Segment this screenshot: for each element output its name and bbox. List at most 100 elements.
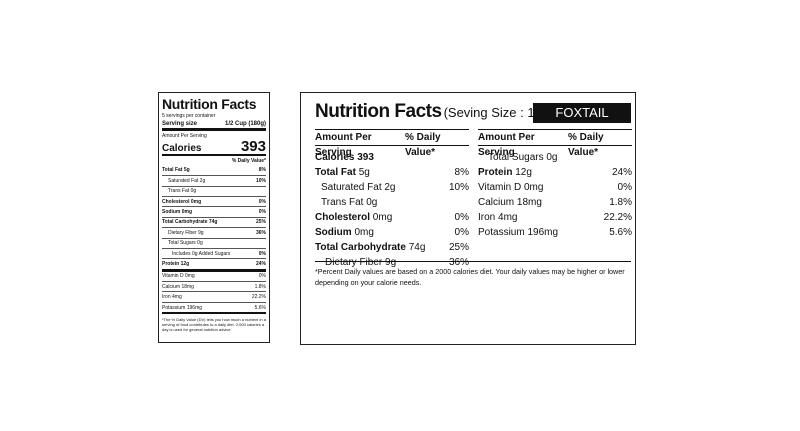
daily-value: 1.8%	[609, 197, 632, 208]
nutrient-row: Calcium 18mg 1.8%	[478, 195, 632, 210]
nutrient-row: Total Sugars 0g	[162, 237, 266, 248]
column-header: Amount Per Serving % Daily Value*	[478, 129, 632, 158]
nutrient: Potassium 196mg	[478, 225, 558, 240]
daily-value: 22.2%	[251, 294, 266, 301]
nutrient-label: Vitamin D 0mg	[162, 273, 195, 280]
nutrient-label: Potassium 196mg	[162, 304, 203, 311]
nutrient: Dietary Fiber 9g	[315, 255, 396, 270]
nutrient-label: Total Carbohydrate	[315, 242, 406, 253]
micronutrient-row: Potassium 196mg 5.6%	[162, 301, 266, 312]
micronutrients: Vitamin D 0mg 0% Calcium 18mg 1.8% Iron 4mg 2…	[162, 272, 266, 313]
nutrient-label: Sodium	[315, 227, 352, 238]
nutrient-label: Protein 12g	[162, 260, 190, 267]
nutrient: Calories 393	[315, 150, 374, 165]
nutrient-row: Sodium 0mg 0%	[162, 206, 266, 216]
amount: 74g	[408, 242, 426, 253]
nutrient-label: Dietary Fiber 9g	[168, 229, 204, 236]
nutrient: Trans Fat 0g	[315, 195, 377, 210]
daily-value: 0%	[454, 212, 469, 223]
nutrient-label: Vitamin D 0mg	[478, 182, 544, 193]
daily-value: 0%	[258, 250, 266, 257]
nutrient-label: Potassium 196mg	[478, 227, 559, 238]
nutrient: Protein 12g	[478, 165, 532, 180]
nutrient-row: Dietary Fiber 9g 36%	[315, 255, 469, 270]
nutrient-row: Potassium 196mg 5.6%	[478, 225, 632, 240]
amount: 5g	[358, 167, 370, 178]
nutrient: Total Fat 5g	[315, 165, 370, 180]
calories-row: Calories 393	[162, 139, 266, 154]
nutrient-row: Cholesterol 0mg 0%	[315, 210, 469, 225]
label: Calories	[162, 143, 202, 155]
value: 393	[240, 138, 266, 156]
nutrient: Saturated Fat 2g	[315, 180, 396, 195]
divider	[162, 154, 266, 157]
big-label: Nutrition Facts (Seving Size : 100g) FOX…	[300, 92, 636, 345]
nutrient-label: Iron 4mg	[478, 212, 518, 223]
nutrient-row: Sodium 0mg 0%	[315, 225, 469, 240]
nutrient-label: Saturated Fat 2g	[168, 177, 206, 184]
nutrient-row: Trans Fat 0g	[162, 185, 266, 196]
daily-value: 22.2%	[603, 212, 632, 223]
nutrient-row: Total Fat 5g 8%	[162, 166, 266, 175]
daily-value: 0%	[258, 209, 266, 216]
nutrient-row: Iron 4mg 22.2%	[478, 210, 632, 225]
nutrient-row: Total Carbohydrate 74g 25%	[162, 216, 266, 227]
daily-value: 25%	[448, 242, 469, 253]
nutrient-row: Cholesterol 0mg 0%	[162, 195, 266, 206]
nutrient-label: Total Fat	[315, 167, 356, 178]
nutrient-row: Saturated Fat 2g 10%	[162, 175, 266, 185]
nutrient-row: Includes 0g Added Sugars 0%	[162, 247, 266, 258]
nutrient-row: Total Sugars 0g	[478, 150, 632, 165]
header: % Daily Value*	[568, 132, 604, 158]
daily-value: 5.6%	[254, 304, 266, 311]
daily-value: 0%	[258, 198, 266, 205]
nutrient-label: Cholesterol 0mg	[162, 198, 202, 205]
daily-value: 0%	[258, 273, 266, 280]
heading: Nutrition Facts (Seving Size : 100g)	[315, 101, 561, 123]
nutrient-row: Vitamin D 0mg 0%	[478, 180, 632, 195]
dv-header: % Daily Value*	[162, 156, 266, 165]
daily-value: 36%	[448, 257, 469, 268]
daily-value: 1.8%	[254, 283, 266, 290]
daily-value: 25%	[255, 219, 266, 226]
serving-size: (Seving Size : 100g)	[443, 105, 561, 120]
nutrient-row: Saturated Fat 2g 10%	[315, 180, 469, 195]
divider	[315, 261, 631, 262]
daily-value: 8%	[454, 167, 469, 178]
nutrient: Calcium 18mg	[478, 195, 542, 210]
nutrient-row: Calories 393	[315, 150, 469, 165]
daily-value: 8%	[258, 167, 266, 174]
nutrient-row: Trans Fat 0g	[315, 195, 469, 210]
nutrient-row: Total Carbohydrate 74g 25%	[315, 240, 469, 255]
column-header: Amount Per Serving % Daily Value*	[315, 129, 469, 158]
nutrient-row: Protein 12g 24%	[478, 165, 632, 180]
divider	[162, 128, 266, 132]
footnote: *The % Daily Value (DV) tells you how mu…	[162, 317, 266, 333]
nutrient-label: Saturated Fat 2g	[321, 182, 396, 193]
nutrient-label: Calcium 18mg	[162, 283, 194, 290]
nutrient-label: Includes 0g Added Sugars	[172, 250, 231, 257]
nutrient-row: Total Fat 5g 8%	[315, 165, 469, 180]
nutrient-label: Calories 393	[315, 152, 374, 163]
badge: FOXTAIL MILLTE	[533, 103, 631, 140]
amount: 12g	[515, 167, 532, 178]
nutrient-label: Calcium 18mg	[478, 197, 542, 208]
label: % Daily Value*	[231, 158, 266, 165]
value: 1/2 Cup (180g)	[224, 120, 266, 127]
header: Amount Per Serving	[478, 132, 535, 158]
title: Nutrition Facts	[315, 101, 442, 122]
nutrient: Cholesterol 0mg	[315, 210, 392, 225]
nutrient-label: Trans Fat 0g	[168, 188, 197, 195]
header: Amount Per Serving	[315, 132, 372, 158]
nutrient: Total Carbohydrate 74g	[315, 240, 425, 255]
servings: 5 servings per container	[162, 113, 216, 119]
header: % Daily Value*	[405, 132, 441, 158]
daily-value: 0%	[617, 182, 632, 193]
right-column: Amount Per Serving % Daily Value* Total …	[478, 129, 632, 240]
daily-value: 10%	[448, 182, 469, 193]
nutrient-label: Sodium 0mg	[162, 209, 193, 216]
daily-value: 24%	[255, 260, 266, 267]
title: Nutrition Facts	[162, 96, 257, 112]
nutrient-label: Cholesterol	[315, 212, 371, 223]
micronutrient-row: Calcium 18mg 1.8%	[162, 281, 266, 291]
